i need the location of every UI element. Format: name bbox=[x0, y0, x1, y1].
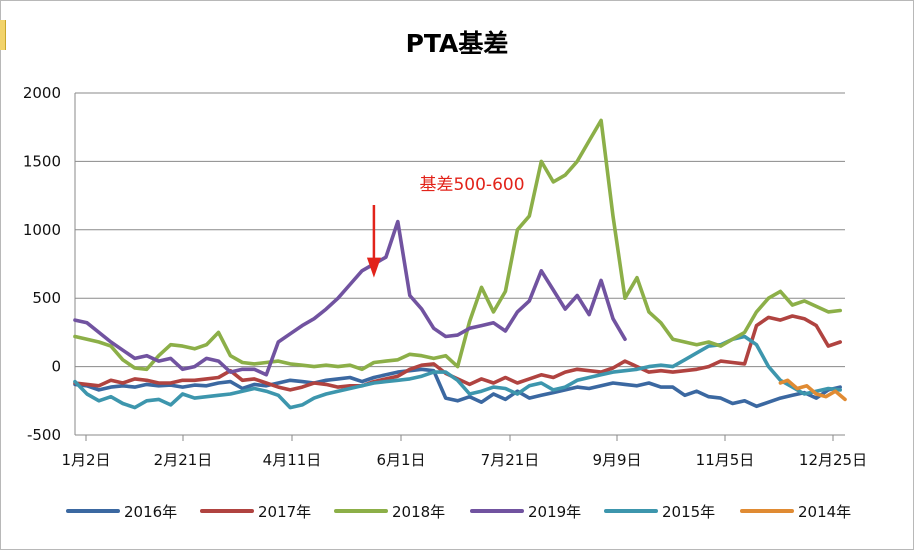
y-tick-label: 1500 bbox=[23, 152, 61, 170]
y-tick-labels: -500 0 500 1000 1500 2000 bbox=[23, 84, 61, 444]
legend-label: 2018年 bbox=[392, 503, 445, 521]
series-line-2018年 bbox=[73, 118, 842, 372]
x-tick-label: 9月9日 bbox=[592, 451, 641, 469]
x-tick-label: 1月2日 bbox=[61, 451, 110, 469]
series-lines bbox=[73, 118, 847, 410]
series-line-2019年 bbox=[73, 219, 627, 377]
series-line-2014年 bbox=[778, 378, 847, 402]
legend-label: 2015年 bbox=[662, 503, 715, 521]
annotation-arrow-head bbox=[366, 257, 381, 278]
legend: 2016年 2017年 2018年 2019年 2015年 2014年 bbox=[66, 503, 851, 521]
y-tick-label: 1000 bbox=[23, 221, 61, 239]
x-tick-label: 11月5日 bbox=[696, 451, 755, 469]
x-tick-label: 7月21日 bbox=[481, 451, 540, 469]
legend-label: 2019年 bbox=[528, 503, 581, 521]
x-tick-label: 6月1日 bbox=[376, 451, 425, 469]
legend-label: 2016年 bbox=[124, 503, 177, 521]
x-tick-label: 4月11日 bbox=[263, 451, 322, 469]
x-tick-label: 12月25日 bbox=[799, 451, 867, 469]
annotation-text: 基差500-600 bbox=[419, 175, 524, 195]
y-tick-label: 2000 bbox=[23, 84, 61, 102]
x-tick-label: 2月21日 bbox=[154, 451, 213, 469]
chart-title: PTA基差 bbox=[405, 29, 509, 58]
x-tick-labels: 1月2日 2月21日 4月11日 6月1日 7月21日 9月9日 11月5日 12月25日 bbox=[61, 451, 867, 469]
series-line-2015年 bbox=[73, 334, 842, 410]
annotation-group: 基差500-600 bbox=[366, 175, 525, 278]
gridlines bbox=[75, 92, 845, 368]
legend-label: 2014年 bbox=[798, 503, 851, 521]
y-tick-label: 0 bbox=[51, 358, 61, 376]
sheet-edge-tab bbox=[0, 20, 6, 50]
y-tick-label: 500 bbox=[32, 289, 61, 307]
axes bbox=[74, 93, 845, 441]
legend-label: 2017年 bbox=[258, 503, 311, 521]
y-tick-label: -500 bbox=[27, 426, 61, 444]
series-line-2016年 bbox=[73, 367, 842, 409]
